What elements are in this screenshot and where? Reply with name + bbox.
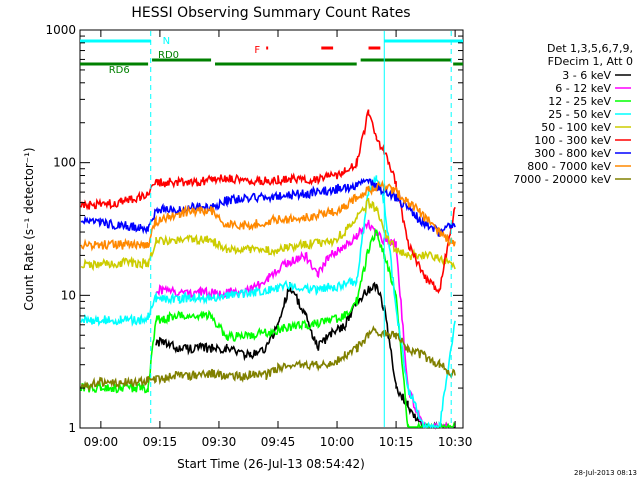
y-tick-label: 1 [68, 421, 76, 435]
y-axis-label: Count Rate (s⁻¹ detector⁻¹) [22, 147, 36, 310]
legend-entry-label: 800 - 7000 keV [527, 160, 611, 173]
vertical-markers [150, 31, 452, 427]
x-tick-label: 09:30 [202, 435, 237, 449]
legend-header: FDecim 1, Att 0 [548, 55, 633, 68]
series-line [80, 179, 456, 252]
series-lines [80, 109, 456, 430]
x-tick-label: 10:15 [379, 435, 414, 449]
flag-label: F [254, 45, 260, 56]
series-line [80, 109, 456, 294]
flag-label: RD6 [109, 65, 130, 76]
legend-entry-label: 12 - 25 keV [548, 95, 611, 108]
flag-label: RD0 [158, 50, 179, 61]
series-line [80, 175, 456, 429]
x-tick-label: 10:30 [438, 435, 473, 449]
legend-entry-label: 100 - 300 keV [534, 134, 611, 147]
x-axis-label: Start Time (26-Jul-13 08:54:42) [177, 457, 365, 471]
legend-entry-label: 7000 - 20000 keV [513, 173, 611, 186]
series-line [80, 197, 456, 272]
legend-entry-label: 6 - 12 keV [555, 82, 611, 95]
y-tick-label: 100 [53, 156, 76, 170]
legend-header: Det 1,3,5,6,7,9, [547, 42, 633, 55]
chart-title: HESSI Observing Summary Count Rates [131, 5, 410, 21]
series-line [80, 227, 456, 430]
flag-bars: N F RD0 RD6 [80, 36, 463, 76]
y-tick-label: 1000 [45, 23, 76, 37]
y-axis-ticks: 1 10 100 1000 [45, 23, 463, 435]
legend-entry-label: 300 - 800 keV [534, 147, 611, 160]
legend-entry-label: 25 - 50 keV [548, 108, 611, 121]
y-tick-label: 10 [61, 288, 76, 302]
x-tick-label: 09:15 [143, 435, 178, 449]
x-tick-label: 09:00 [84, 435, 119, 449]
series-line [80, 325, 456, 392]
legend-entry-label: 3 - 6 keV [562, 69, 611, 82]
plot-frame [79, 29, 464, 429]
generation-timestamp: 28-Jul-2013 08:13 [574, 469, 637, 477]
x-tick-label: 09:45 [261, 435, 296, 449]
legend-entry-label: 50 - 100 keV [541, 121, 611, 134]
x-axis-ticks: 09:00 09:15 09:30 09:45 10:00 10:15 10:30 [84, 30, 473, 449]
x-tick-label: 10:00 [320, 435, 355, 449]
flag-label: N [163, 36, 170, 47]
legend: Det 1,3,5,6,7,9,FDecim 1, Att 03 - 6 keV… [513, 42, 633, 186]
